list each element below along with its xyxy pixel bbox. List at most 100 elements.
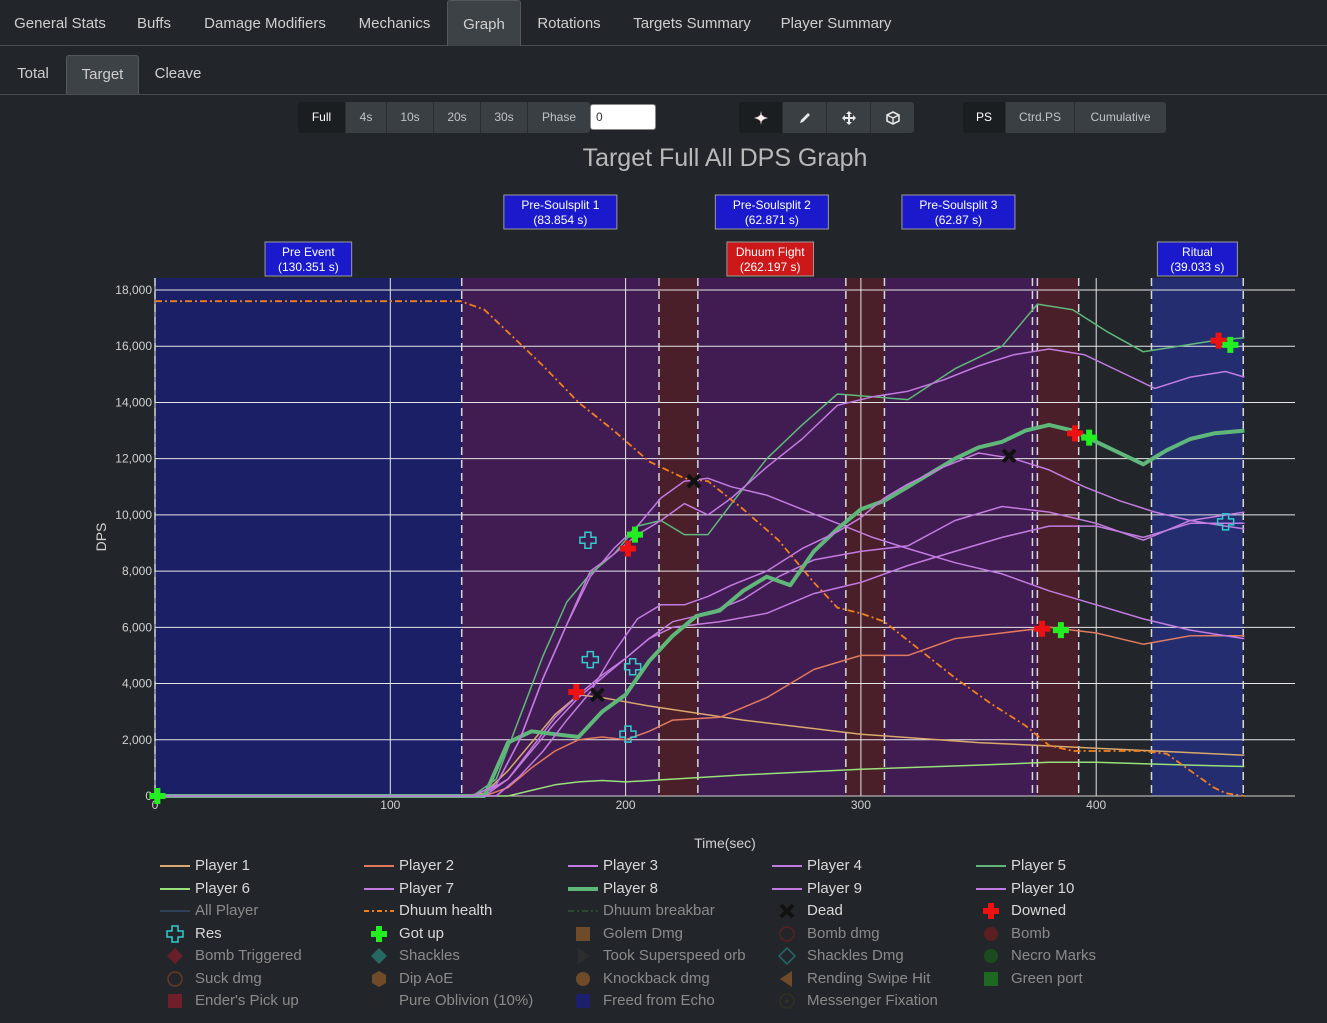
downed-marker bbox=[619, 540, 636, 557]
legend-label: Player 3 bbox=[603, 857, 659, 874]
phase-region bbox=[155, 278, 462, 796]
legend-symbol bbox=[777, 946, 797, 966]
legend-label: Player 10 bbox=[1011, 879, 1075, 897]
y-tick-label: 0 bbox=[145, 789, 152, 803]
phase-input[interactable] bbox=[590, 104, 656, 130]
soulsplit-region bbox=[845, 278, 885, 796]
phase-label-duration: (130.351 s) bbox=[278, 260, 339, 274]
legend-symbol bbox=[578, 948, 590, 964]
legend-label: Player 8 bbox=[603, 879, 659, 897]
pen-icon[interactable] bbox=[783, 102, 827, 133]
tab-rotations[interactable]: Rotations bbox=[537, 15, 601, 32]
subtab-total[interactable]: Total bbox=[17, 65, 49, 82]
y-tick-label: 18,000 bbox=[115, 283, 152, 297]
legend-symbol bbox=[976, 865, 1006, 867]
x-tick-label: 0 bbox=[152, 798, 159, 812]
legend-symbol bbox=[984, 926, 998, 941]
res-marker bbox=[581, 650, 600, 669]
phase-label-name: Dhuum Fight bbox=[736, 245, 805, 259]
legend-label: Messenger Fixation bbox=[807, 992, 938, 1009]
tab-graph[interactable]: Graph bbox=[447, 0, 521, 46]
legend-label: Shackles bbox=[399, 947, 460, 964]
res-marker bbox=[579, 531, 597, 549]
legend-label: Took Superspeed orb bbox=[603, 947, 746, 964]
legend-label: Bomb dmg bbox=[807, 924, 880, 942]
tab-player-summary[interactable]: Player Summary bbox=[780, 15, 892, 32]
legend-symbol bbox=[779, 903, 795, 919]
gotup-marker bbox=[1052, 622, 1069, 639]
legend-symbol bbox=[779, 925, 795, 942]
phase-region bbox=[461, 278, 1079, 796]
legend-symbol bbox=[364, 865, 394, 867]
x-axis-title: Time(sec) bbox=[694, 835, 756, 851]
range-full-button[interactable]: Full bbox=[298, 102, 346, 133]
move-icon[interactable] bbox=[827, 102, 871, 133]
range-20s-button[interactable]: 20s bbox=[434, 102, 481, 133]
legend-label: Dip AoE bbox=[399, 969, 454, 987]
y-tick-label: 14,000 bbox=[115, 395, 152, 409]
phase-label-box bbox=[1156, 241, 1238, 277]
legend-label: Player 1 bbox=[195, 857, 251, 874]
legend-label: Dhuum health bbox=[399, 902, 493, 919]
legend-symbol bbox=[372, 970, 386, 987]
burst-icon[interactable] bbox=[739, 102, 783, 133]
series-player-5 bbox=[155, 303, 1245, 797]
range-10s-button[interactable]: 10s bbox=[387, 102, 434, 133]
y-tick-label: 6,000 bbox=[122, 620, 152, 634]
sub-tab-bar: Total Target Cleave bbox=[0, 50, 1327, 95]
x-tick-label: 400 bbox=[1086, 798, 1106, 812]
dead-marker bbox=[686, 473, 702, 489]
dead-marker bbox=[589, 687, 605, 703]
phase-label-name: Pre-Soulsplit 1 bbox=[521, 198, 599, 212]
subtab-cleave[interactable]: Cleave bbox=[154, 65, 202, 82]
y-tick-label: 12,000 bbox=[115, 452, 152, 466]
legend-symbol bbox=[779, 993, 795, 1009]
legend-symbol bbox=[167, 970, 183, 987]
legend-symbol bbox=[772, 865, 802, 867]
legend-symbol bbox=[168, 994, 182, 1008]
downed-marker bbox=[1067, 425, 1084, 442]
legend-symbol bbox=[772, 887, 802, 890]
subtab-target[interactable]: Target bbox=[66, 55, 139, 94]
series-dhuum-health bbox=[155, 300, 1245, 797]
cube-icon[interactable] bbox=[871, 102, 914, 133]
series-player-10 bbox=[155, 452, 1245, 797]
res-marker bbox=[1216, 513, 1235, 531]
legend-label: Player 2 bbox=[399, 857, 455, 874]
mode-cumulative-button[interactable]: Cumulative bbox=[1075, 102, 1166, 133]
phase-label-box bbox=[901, 194, 1016, 230]
legend-symbol bbox=[364, 910, 394, 912]
gotup-marker bbox=[1222, 336, 1239, 353]
legend-label: Knockback dmg bbox=[603, 969, 710, 987]
tab-general-stats[interactable]: General Stats bbox=[14, 15, 106, 32]
y-tick-label: 4,000 bbox=[122, 677, 152, 691]
tab-targets-summary[interactable]: Targets Summary bbox=[633, 15, 751, 32]
legend-symbol bbox=[371, 925, 387, 942]
phase-label-box bbox=[264, 241, 353, 277]
x-tick-label: 100 bbox=[380, 798, 400, 812]
phase-label-duration: (39.033 s) bbox=[1170, 260, 1224, 274]
soulsplit-region bbox=[1037, 278, 1079, 796]
downed-marker bbox=[1034, 620, 1051, 637]
legend-label: Necro Marks bbox=[1011, 947, 1097, 964]
legend-symbol bbox=[780, 970, 792, 987]
phase-label-box bbox=[503, 194, 618, 230]
tab-mechanics[interactable]: Mechanics bbox=[358, 15, 431, 32]
legend-label: Freed from Echo bbox=[603, 992, 715, 1009]
legend-label: Downed bbox=[1011, 902, 1067, 919]
legend-label: Player 5 bbox=[1011, 857, 1067, 874]
range-phase-button[interactable]: Phase bbox=[528, 102, 590, 133]
mode-ps-button[interactable]: PS bbox=[963, 102, 1006, 133]
tab-buffs[interactable]: Buffs bbox=[137, 15, 171, 32]
phase-label-name: Pre Event bbox=[282, 245, 335, 259]
legend-symbol bbox=[576, 994, 590, 1008]
legend-label: Ender's Pick up bbox=[195, 992, 299, 1009]
range-30s-button[interactable]: 30s bbox=[481, 102, 528, 133]
main-tab-bar: General Stats Buffs Damage Modifiers Mec… bbox=[0, 0, 1327, 46]
range-4s-button[interactable]: 4s bbox=[346, 102, 387, 133]
tab-damage-modifiers[interactable]: Damage Modifiers bbox=[204, 15, 326, 32]
legend-symbol bbox=[160, 910, 190, 912]
chart-title: Target Full All DPS Graph bbox=[582, 144, 868, 172]
mode-ctrd-ps-button[interactable]: Ctrd.PS bbox=[1006, 102, 1075, 133]
